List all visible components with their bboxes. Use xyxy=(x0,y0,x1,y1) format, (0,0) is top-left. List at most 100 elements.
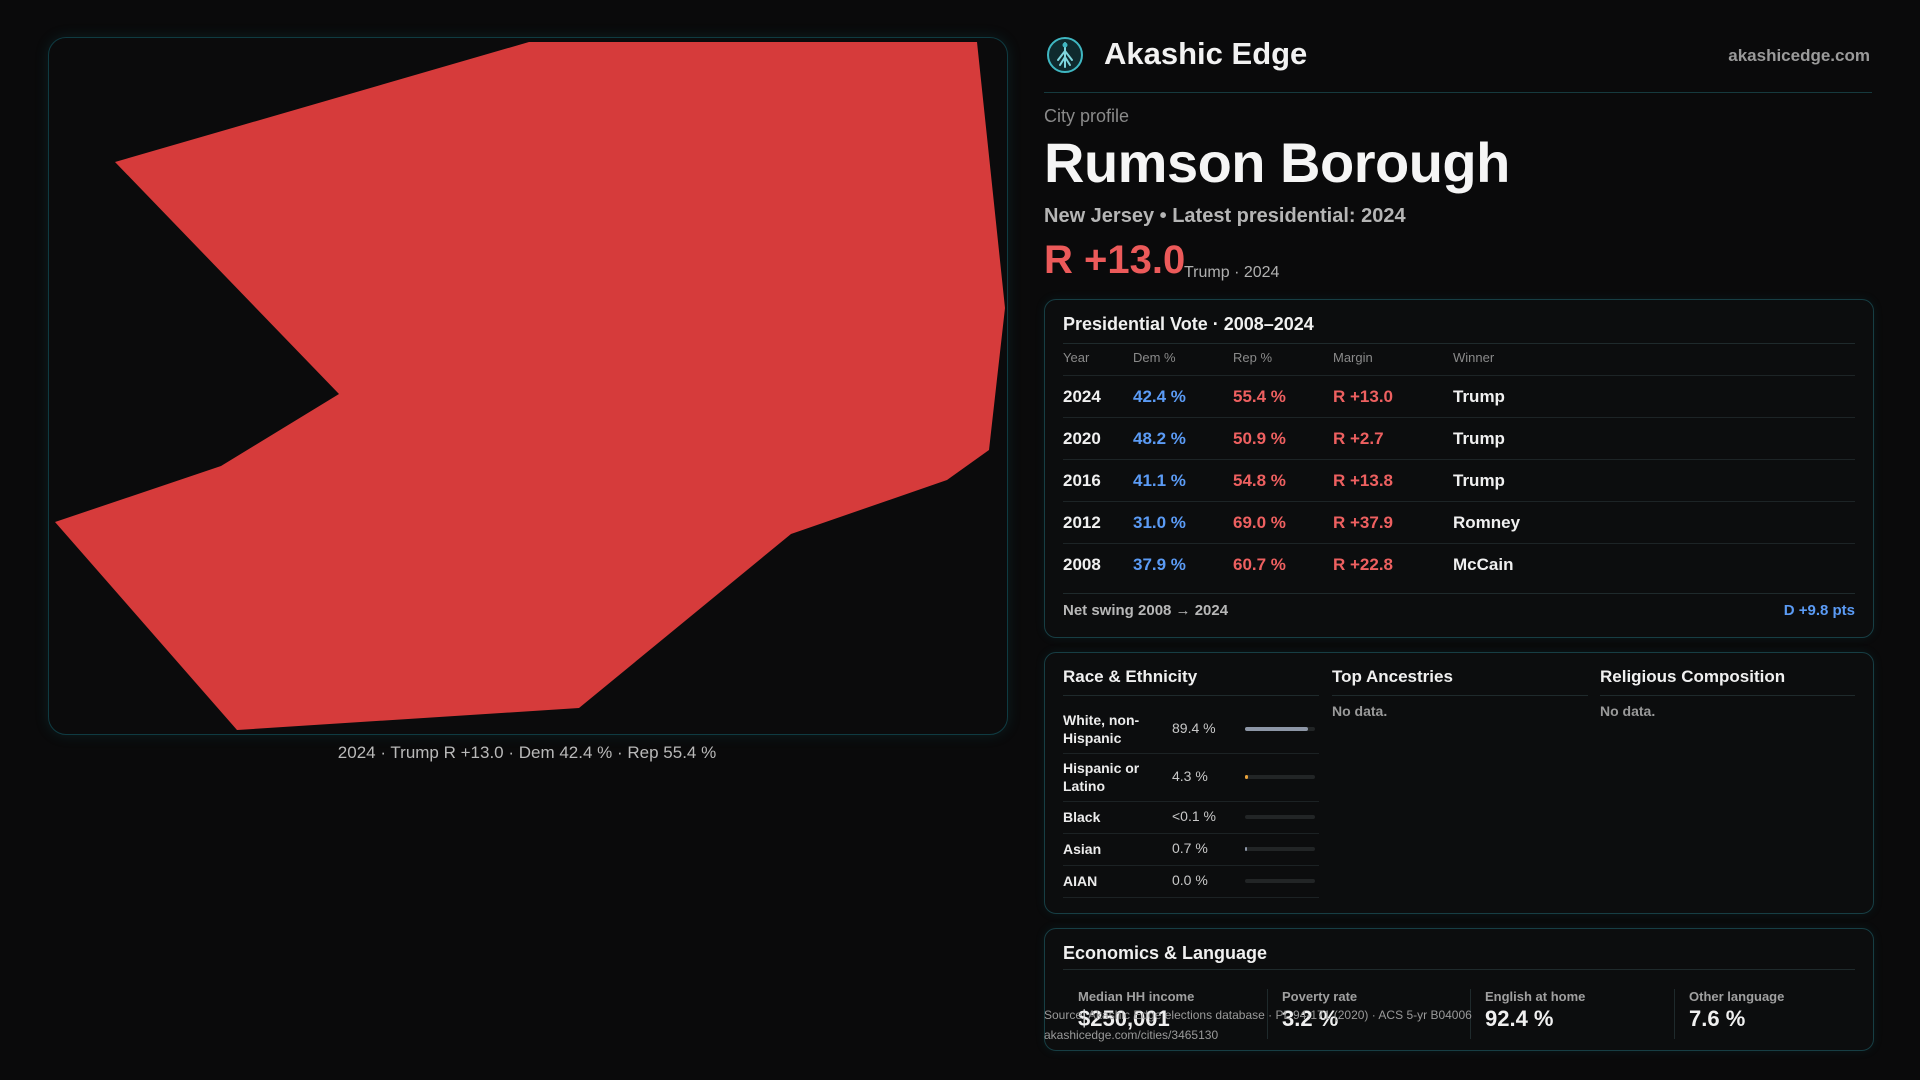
table-row: 2008 37.9 % 60.7 % R +22.8 McCain xyxy=(1063,543,1855,586)
rep-cell: 50.9 % xyxy=(1233,429,1286,448)
divider xyxy=(1470,989,1471,1039)
rep-cell: 60.7 % xyxy=(1233,555,1286,574)
ancestries-empty: No data. xyxy=(1332,703,1388,719)
race-bar xyxy=(1245,727,1315,731)
dem-cell: 37.9 % xyxy=(1133,555,1186,574)
year-cell: 2016 xyxy=(1063,471,1101,490)
dem-cell: 42.4 % xyxy=(1133,387,1186,406)
divider xyxy=(1063,593,1855,594)
margin-cell: R +37.9 xyxy=(1333,513,1394,532)
race-value: 0.0 % xyxy=(1172,872,1208,888)
map-caption: 2024 · Trump R +13.0 · Dem 42.4 % · Rep … xyxy=(337,743,717,762)
divider xyxy=(1063,695,1319,696)
race-label: White, non-Hispanic xyxy=(1063,712,1140,746)
table-row: 2024 42.4 % 55.4 % R +13.0 Trump xyxy=(1063,375,1855,418)
winner-cell: Trump xyxy=(1453,387,1505,406)
stat-label: Other language xyxy=(1689,989,1785,1004)
stat-value: 3.2 % xyxy=(1282,1006,1339,1031)
table-row: 2020 48.2 % 50.9 % R +2.7 Trump xyxy=(1063,417,1855,460)
race-bar xyxy=(1245,815,1315,819)
race-bar-fill xyxy=(1245,847,1248,851)
map-panel[interactable] xyxy=(48,37,1008,735)
stat-english-at-home: English at home 92.4 % xyxy=(1485,989,1585,1032)
race-value: 89.4 % xyxy=(1172,720,1216,736)
economics-title: Economics & Language xyxy=(1063,943,1268,963)
vote-card-title: Presidential Vote · 2008–2024 xyxy=(1063,314,1314,334)
divider xyxy=(1063,343,1855,344)
top-ancestries-title: Top Ancestries xyxy=(1332,667,1453,686)
year-cell: 2024 xyxy=(1063,387,1101,406)
divider xyxy=(1674,989,1675,1039)
divider xyxy=(1600,695,1855,696)
headline-margin: R +13.0 xyxy=(1044,238,1186,282)
dem-cell: 41.1 % xyxy=(1133,471,1186,490)
rep-cell: 55.4 % xyxy=(1233,387,1286,406)
race-bar xyxy=(1245,847,1315,851)
brand-url-link[interactable]: akashicedge.com xyxy=(1728,46,1870,65)
race-label: AIAN xyxy=(1063,873,1098,889)
race-label: Black xyxy=(1063,809,1101,825)
margin-cell: R +13.0 xyxy=(1333,387,1394,406)
stat-label: English at home xyxy=(1485,989,1586,1004)
col-header-winner: Winner xyxy=(1453,350,1495,365)
stat-value: $250,001 xyxy=(1078,1006,1170,1031)
economics-card: Economics & Language Median HH income $2… xyxy=(1044,928,1874,1051)
year-cell: 2020 xyxy=(1063,429,1101,448)
stat-poverty-rate: Poverty rate 3.2 % xyxy=(1282,989,1357,1032)
col-header-dem: Dem % xyxy=(1133,350,1176,365)
profile-link[interactable]: akashicedge.com/cities/3465130 xyxy=(1044,1028,1219,1042)
winner-cell: Romney xyxy=(1453,513,1521,532)
source-note: Source: Akashic Edge elections database … xyxy=(1044,1008,1472,1022)
year-cell: 2008 xyxy=(1063,555,1101,574)
winner-cell: McCain xyxy=(1453,555,1514,574)
race-row: Black <0.1 % xyxy=(1063,801,1319,834)
table-row: 2016 41.1 % 54.8 % R +13.8 Trump xyxy=(1063,459,1855,502)
divider xyxy=(1063,969,1855,970)
page-title: Rumson Borough xyxy=(1044,131,1510,194)
table-row: 2012 31.0 % 69.0 % R +37.9 Romney xyxy=(1063,501,1855,544)
city-boundary-map[interactable] xyxy=(49,38,1007,734)
race-value: <0.1 % xyxy=(1172,808,1216,824)
race-value: 4.3 % xyxy=(1172,768,1208,784)
city-boundary-shape[interactable] xyxy=(55,42,1005,730)
race-row: Asian 0.7 % xyxy=(1063,833,1319,866)
divider xyxy=(1332,695,1588,696)
winner-cell: Trump xyxy=(1453,429,1505,448)
winner-cell: Trump xyxy=(1453,471,1505,490)
rep-cell: 69.0 % xyxy=(1233,513,1286,532)
stat-value: 92.4 % xyxy=(1485,1006,1554,1031)
race-bar-fill xyxy=(1245,775,1248,779)
religion-empty: No data. xyxy=(1600,703,1656,719)
race-row: Hispanic or Latino 4.3 % xyxy=(1063,753,1319,802)
brand-name: Akashic Edge xyxy=(1104,36,1308,71)
net-swing-value: D +9.8 pts xyxy=(1783,602,1855,619)
race-row: White, non-Hispanic 89.4 % xyxy=(1063,705,1319,754)
dem-cell: 48.2 % xyxy=(1133,429,1186,448)
stat-median-income: Median HH income $250,001 xyxy=(1078,989,1194,1032)
brand-header: Akashic Edge akashicedge.com xyxy=(1044,32,1872,93)
presidential-vote-card: Presidential Vote · 2008–2024 Year Dem %… xyxy=(1044,299,1874,638)
dem-cell: 31.0 % xyxy=(1133,513,1186,532)
rep-cell: 54.8 % xyxy=(1233,471,1286,490)
religious-composition-title: Religious Composition xyxy=(1600,667,1786,686)
demographics-card: Race & Ethnicity Top Ancestries No data.… xyxy=(1044,652,1874,914)
col-header-year: Year xyxy=(1063,350,1090,365)
race-label: Hispanic or Latino xyxy=(1063,760,1140,794)
race-value: 0.7 % xyxy=(1172,840,1208,856)
stat-label: Median HH income xyxy=(1078,989,1195,1004)
race-label: Asian xyxy=(1063,841,1102,857)
margin-cell: R +22.8 xyxy=(1333,555,1394,574)
divider xyxy=(1267,989,1268,1039)
page-subtitle: New Jersey • Latest presidential: 2024 xyxy=(1044,205,1406,227)
col-header-margin: Margin xyxy=(1333,350,1373,365)
margin-cell: R +13.8 xyxy=(1333,471,1394,490)
race-ethnicity-title: Race & Ethnicity xyxy=(1063,667,1198,686)
year-cell: 2012 xyxy=(1063,513,1101,532)
stat-label: Poverty rate xyxy=(1282,989,1358,1004)
race-bar-fill xyxy=(1245,727,1308,731)
stat-other-language: Other language 7.6 % xyxy=(1689,989,1784,1032)
col-header-rep: Rep % xyxy=(1233,350,1273,365)
headline-note: Trump · 2024 xyxy=(1184,264,1280,281)
stat-value: 7.6 % xyxy=(1689,1006,1746,1031)
page-kicker: City profile xyxy=(1044,106,1130,126)
